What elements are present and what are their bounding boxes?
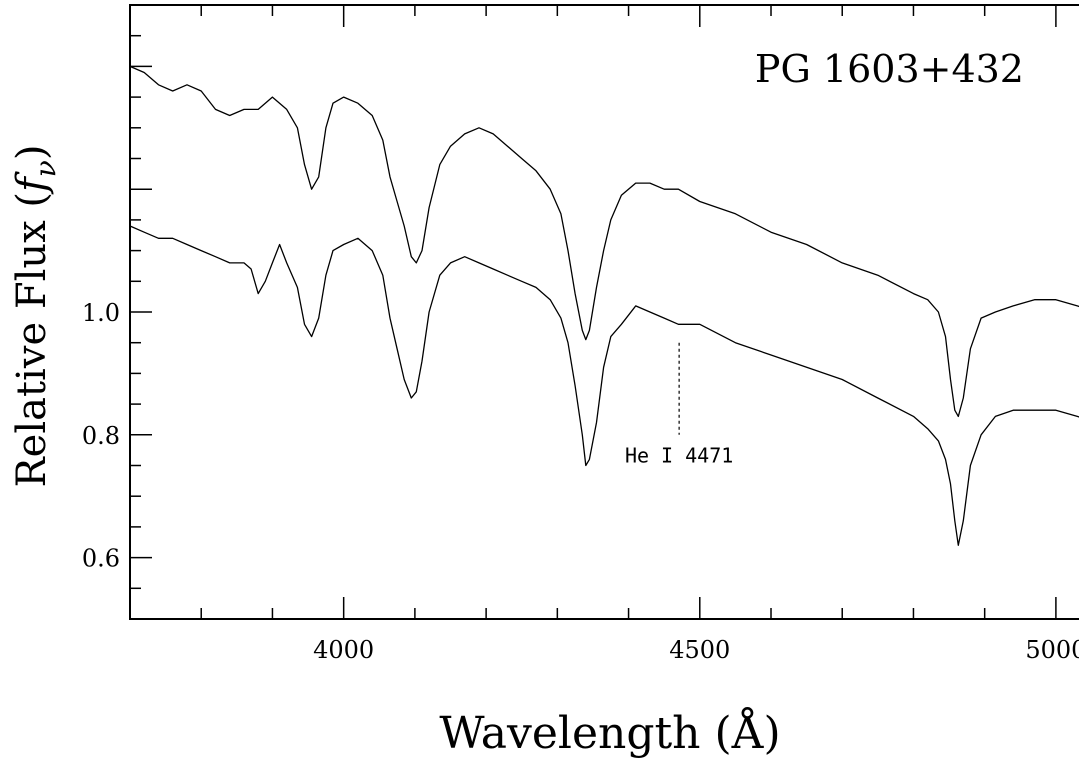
annotation-label: He I 4471 (625, 443, 733, 467)
annotation-layer: He I 4471 (625, 342, 733, 467)
x-tick-label: 4500 (669, 636, 730, 664)
y-axis-label: Relative Flux (fν) (9, 145, 62, 488)
spectrum-line-1 (129, 65, 1079, 418)
y-tick-label: 0.6 (82, 545, 120, 573)
y-tick-label: 0.8 (82, 422, 120, 450)
y-axis-label-subscript: ν (29, 160, 62, 177)
y-axis-label-text: Relative Flux ( (9, 192, 55, 487)
x-tick-label: 5000 (1025, 636, 1079, 664)
tick-layer: 4000 4500 5000 0.6 0.8 1.0 (82, 4, 1079, 664)
y-tick-label: 1.0 (82, 299, 120, 327)
spectrum-line-2 (129, 225, 1079, 546)
y-axis-label-close: ) (9, 145, 55, 161)
chart-title: PG 1603+432 (755, 47, 1024, 91)
x-axis-label: Wavelength (Å) (439, 706, 780, 759)
series-layer (129, 65, 1079, 546)
x-tick-label: 4000 (313, 636, 374, 664)
